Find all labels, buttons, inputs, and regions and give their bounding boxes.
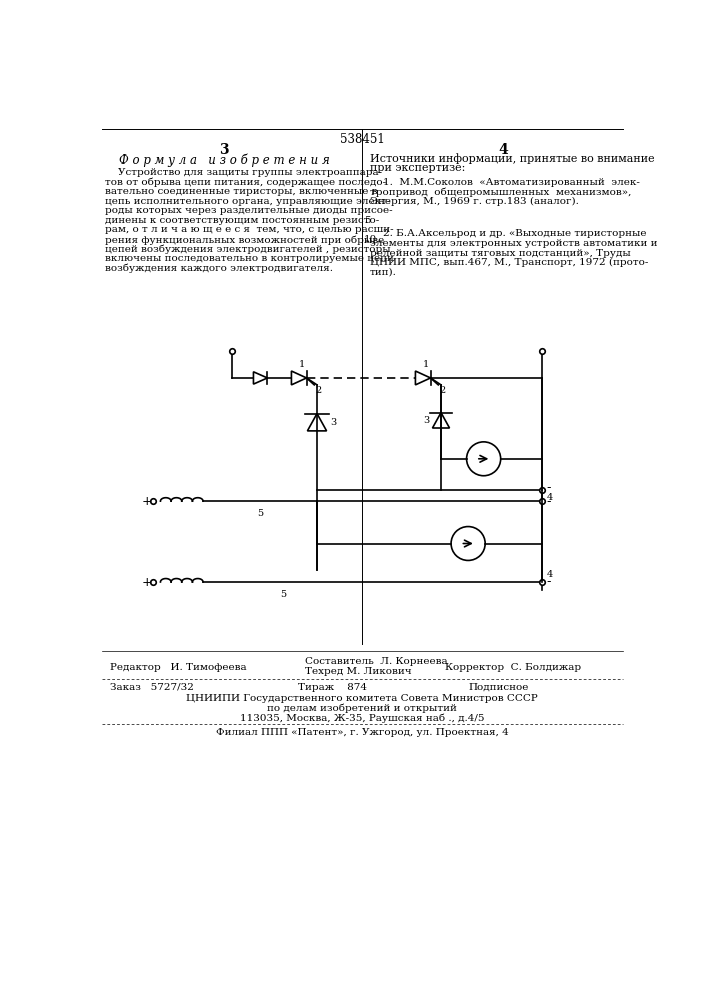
Text: -: - [547,481,551,494]
Text: 1.  М.М.Соколов  «Автоматизированный  элек-: 1. М.М.Соколов «Автоматизированный элек- [370,178,640,187]
Text: Составитель  Л. Корнеева: Составитель Л. Корнеева [305,657,448,666]
Text: включены последовательно в контролируемые цепи: включены последовательно в контролируемы… [105,254,395,263]
Text: -: - [547,495,551,508]
Text: Устройство для защиты группы электроаппара-: Устройство для защиты группы электроаппа… [105,168,382,177]
Text: по делам изобретений и открытий: по делам изобретений и открытий [267,704,457,713]
Text: Энергия, М., 1969 г. стр.183 (аналог).: Энергия, М., 1969 г. стр.183 (аналог). [370,197,578,206]
Text: 3: 3 [219,143,229,157]
Text: рения функциональных возможностей при обрыве: рения функциональных возможностей при об… [105,235,385,245]
Text: 3: 3 [423,416,429,425]
Text: тип).: тип). [370,268,397,277]
Text: тропривод  общепромышленных  механизмов»,: тропривод общепромышленных механизмов», [370,187,631,197]
Text: возбуждения каждого электродвигателя.: возбуждения каждого электродвигателя. [105,264,334,273]
Text: Заказ   5727/32: Заказ 5727/32 [110,683,194,692]
Text: Тираж    874: Тираж 874 [298,683,367,692]
Text: 538451: 538451 [339,133,385,146]
Text: динены к соответствующим постоянным резисто-: динены к соответствующим постоянным рези… [105,216,380,225]
Text: 2: 2 [316,386,322,395]
Text: 4: 4 [547,493,553,502]
Text: тов от обрыва цепи питания, содержащее последо-: тов от обрыва цепи питания, содержащее п… [105,177,387,187]
Text: 10: 10 [364,235,378,244]
Text: 1: 1 [298,360,305,369]
Text: цепь исполнительного органа, управляющие элект-: цепь исполнительного органа, управляющие… [105,197,391,206]
Text: Ф о р м у л а   и з о б р е т е н и я: Ф о р м у л а и з о б р е т е н и я [119,153,329,167]
Text: +: + [141,495,152,508]
Text: релейной защиты тяговых подстанций», Труды: релейной защиты тяговых подстанций», Тру… [370,249,631,258]
Text: 5: 5 [280,590,286,599]
Text: 2. Б.А.Аксельрод и др. «Выходные тиристорные: 2. Б.А.Аксельрод и др. «Выходные тиристо… [370,229,646,238]
Text: рам, о т л и ч а ю щ е е с я  тем, что, с целью расши-: рам, о т л и ч а ю щ е е с я тем, что, с… [105,225,394,234]
Text: 3: 3 [330,418,337,427]
Text: 1: 1 [422,360,428,369]
Text: при экспертизе:: при экспертизе: [370,163,465,173]
Text: цепей возбуждения электродвигателей , резисторы: цепей возбуждения электродвигателей , ре… [105,245,391,254]
Text: ЦНИИ МПС, вып.467, М., Транспорт, 1972 (прото-: ЦНИИ МПС, вып.467, М., Транспорт, 1972 (… [370,258,648,267]
Text: Корректор  С. Болдижар: Корректор С. Болдижар [445,663,581,672]
Text: Источники информации, принятые во внимание: Источники информации, принятые во вниман… [370,153,654,164]
Text: Редактор   И. Тимофеева: Редактор И. Тимофеева [110,663,247,672]
Text: вательно соединенные тиристоры, включенные в: вательно соединенные тиристоры, включенн… [105,187,378,196]
Text: 4: 4 [498,143,508,157]
Text: 5: 5 [364,216,371,225]
Text: -: - [547,576,551,588]
Text: роды которых через разделительные диоды присое-: роды которых через разделительные диоды … [105,206,393,215]
Text: 5: 5 [257,509,263,518]
Text: 4: 4 [547,570,553,579]
Text: Филиал ППП «Патент», г. Ужгород, ул. Проектная, 4: Филиал ППП «Патент», г. Ужгород, ул. Про… [216,728,508,737]
Text: 113035, Москва, Ж-35, Раушская наб ., д.4/5: 113035, Москва, Ж-35, Раушская наб ., д.… [240,714,484,723]
Text: Техред М. Ликович: Техред М. Ликович [305,667,412,676]
Text: +: + [141,576,152,588]
Text: элементы для электронных устройств автоматики и: элементы для электронных устройств автом… [370,239,658,248]
Text: ЦНИИПИ Государственного комитета Совета Министров СССР: ЦНИИПИ Государственного комитета Совета … [186,694,538,703]
Text: Подписное: Подписное [468,683,529,692]
Text: 2: 2 [440,386,446,395]
